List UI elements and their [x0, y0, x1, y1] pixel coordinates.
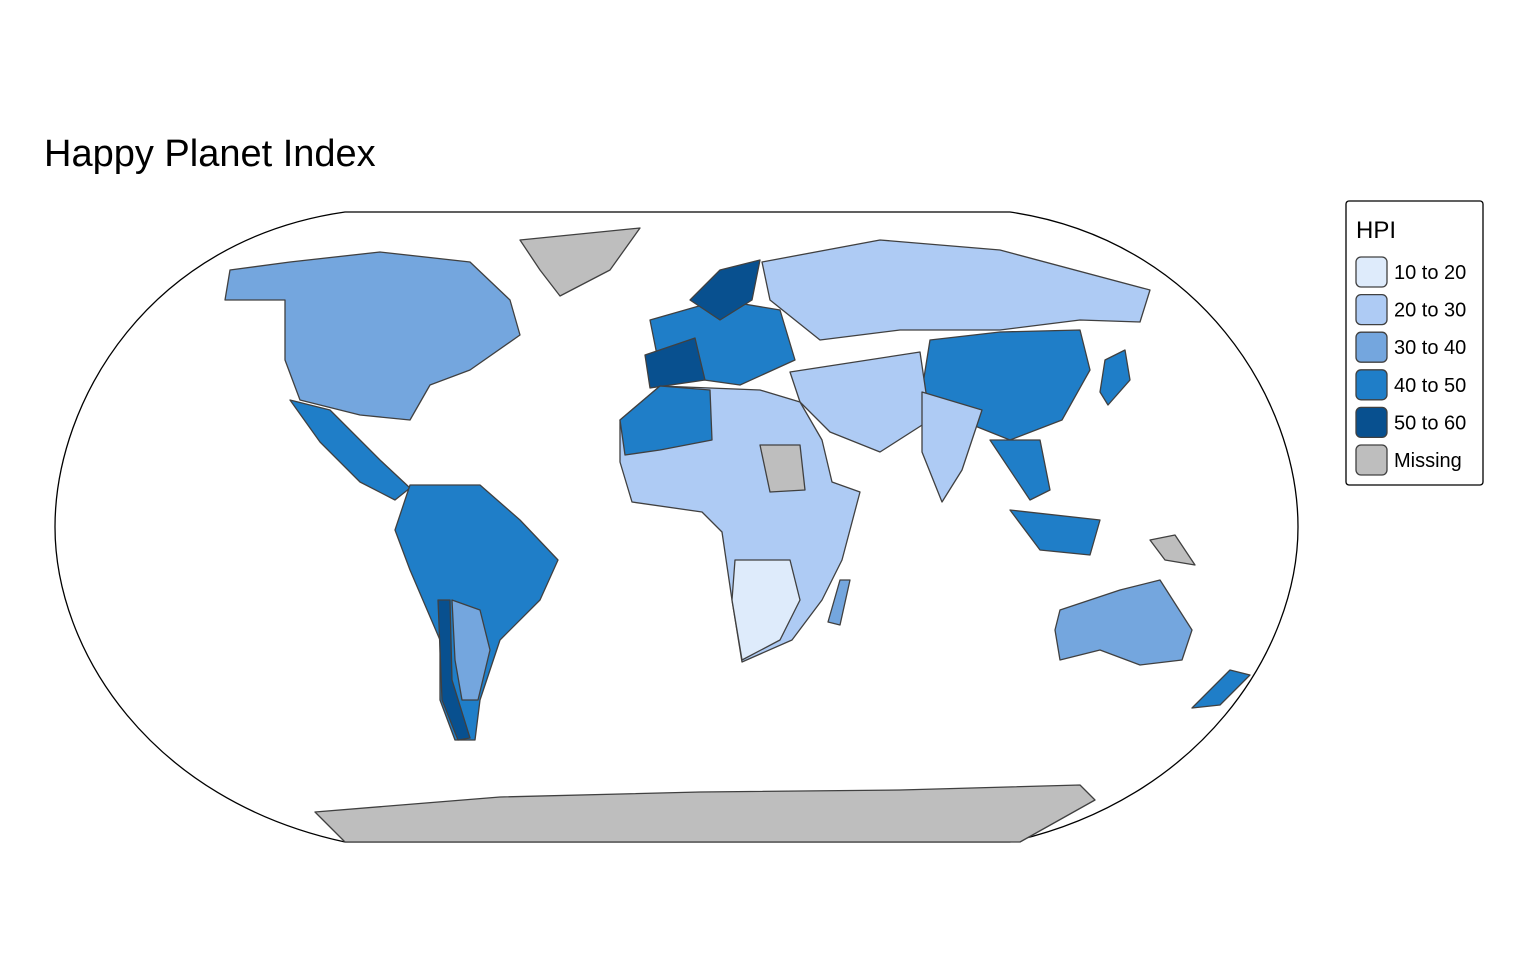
legend-swatch [1355, 444, 1388, 476]
legend-items: 10 to 20 20 to 30 30 to 40 40 to 50 50 to 60… [1355, 256, 1466, 476]
madagascar [827, 579, 851, 626]
australia [1054, 579, 1193, 666]
india [921, 391, 983, 503]
legend: HPI 10 to 20 20 to 30 30 to 40 40 to 50 50 t… [1345, 200, 1484, 486]
indonesia [1009, 509, 1101, 556]
legend-label: 30 to 40 [1394, 337, 1466, 359]
new-zealand [1191, 669, 1251, 709]
argentina-region [451, 599, 491, 701]
japan [1099, 349, 1131, 406]
legend-swatch [1355, 406, 1388, 439]
legend-label: 20 to 30 [1394, 300, 1466, 322]
legend-title: HPI [1356, 217, 1396, 244]
papua [1149, 534, 1196, 566]
map-title: Happy Planet Index [44, 133, 376, 175]
legend-swatch [1355, 256, 1388, 288]
southern-africa [731, 559, 801, 661]
countries [224, 227, 1251, 843]
north-america [224, 251, 521, 421]
scandinavia [689, 259, 761, 321]
western-europe [644, 337, 706, 389]
legend-label: 40 to 50 [1394, 375, 1466, 397]
maghreb [619, 385, 713, 456]
legend-label: 50 to 60 [1394, 412, 1466, 434]
chile [437, 599, 471, 741]
sudan [759, 444, 806, 493]
greenland [519, 227, 641, 297]
southeast-asia [989, 439, 1051, 501]
legend-swatch [1355, 331, 1388, 363]
russia [761, 239, 1151, 341]
legend-swatch [1355, 369, 1388, 401]
antarctica [314, 784, 1096, 843]
legend-label: 10 to 20 [1394, 262, 1466, 284]
legend-swatch [1355, 293, 1388, 326]
legend-label: Missing [1394, 450, 1462, 472]
